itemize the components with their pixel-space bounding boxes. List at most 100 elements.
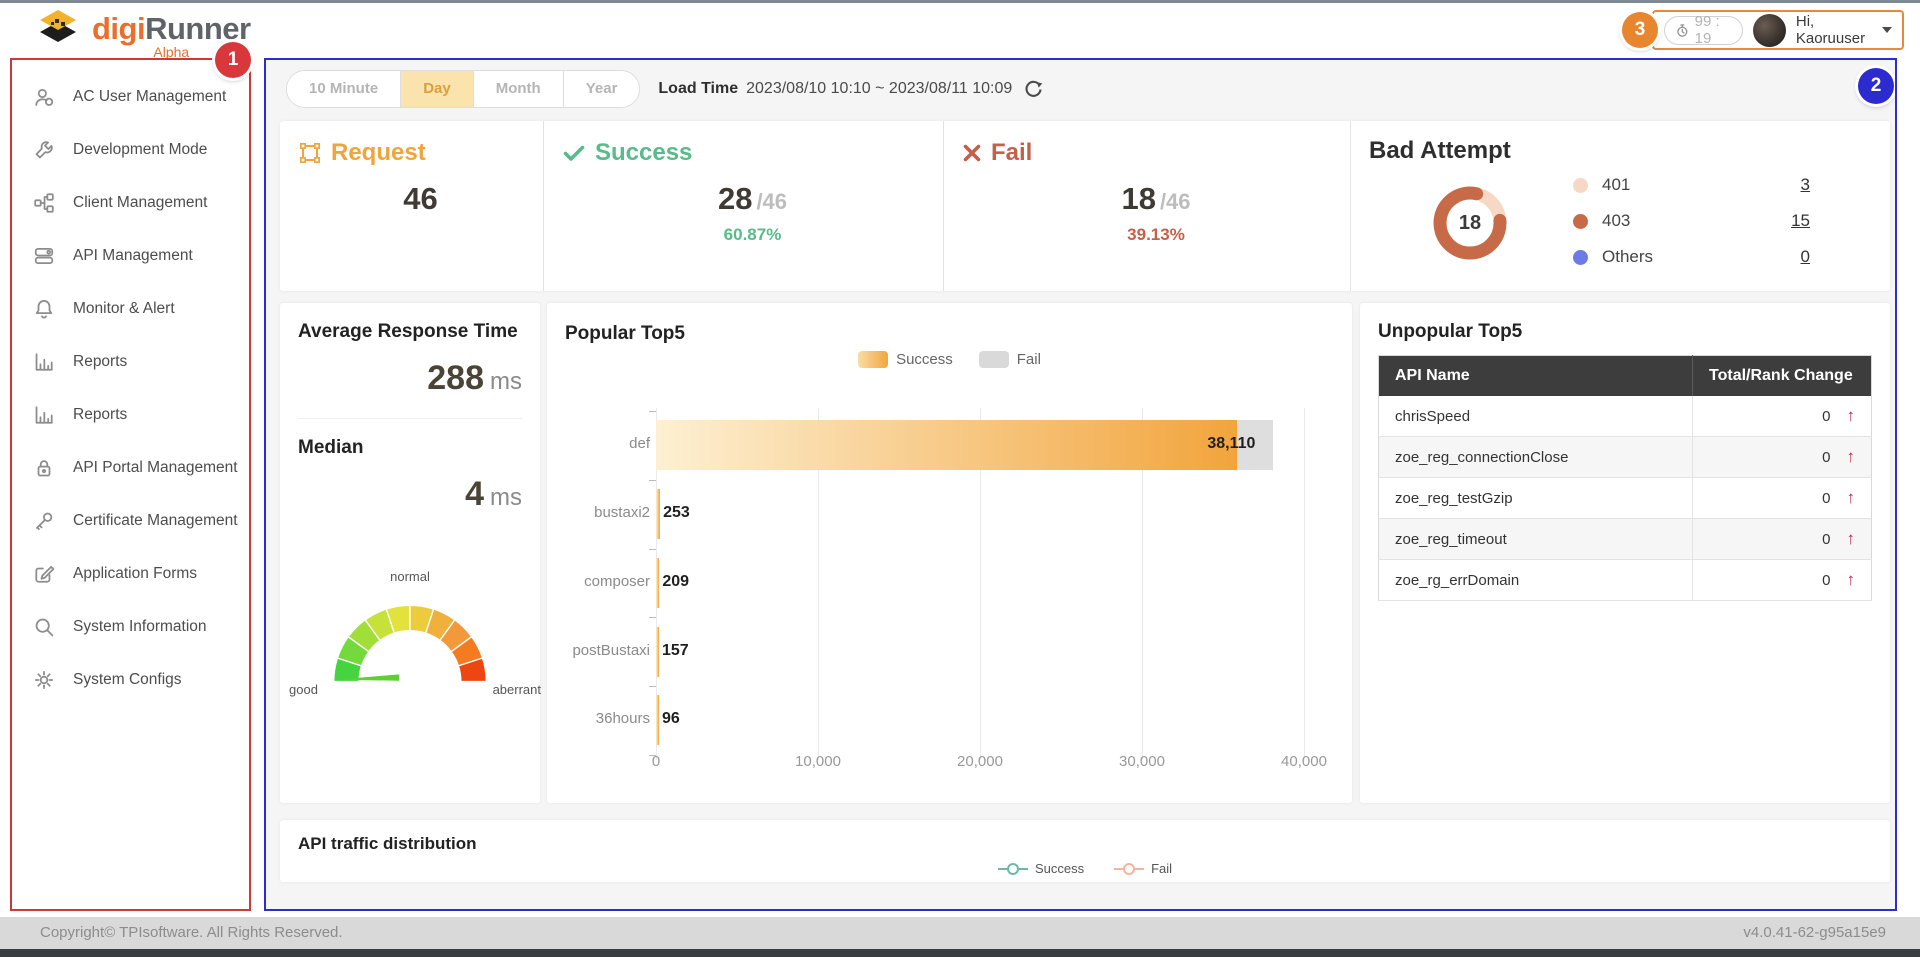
rank-change-cell: 0 ↑ <box>1692 436 1872 478</box>
api-name-cell: zoe_reg_timeout <box>1378 518 1693 560</box>
x-axis-tick: 40,000 <box>1281 753 1327 770</box>
sidebar-item-api-portal-management[interactable]: API Portal Management <box>12 441 249 494</box>
api-name-cell: zoe_reg_testGzip <box>1378 477 1693 519</box>
sidebar-item-development-mode[interactable]: Development Mode <box>12 123 249 176</box>
bad-attempt-legend-row: 401 3 <box>1573 167 1810 203</box>
user-menu[interactable]: 99 : 19 Hi, Kaoruuser <box>1652 10 1904 50</box>
popular-bar-chart: 0 10,000 20,000 30,000 40,000 def 38,110 bustax… <box>547 303 1352 803</box>
stat-success: Success 28/46 60.87% <box>544 121 944 291</box>
time-range-tabs: 10 Minute Day Month Year <box>286 70 641 108</box>
legend-dot-icon <box>1573 249 1588 265</box>
sidebar-item-label: System Information <box>73 617 207 635</box>
bar-category-label: composer <box>584 572 650 590</box>
footer: Copyright© TPIsoftware. All Rights Reser… <box>0 917 1920 949</box>
api-name-cell: chrisSpeed <box>1378 396 1693 437</box>
rank-value: 0 <box>1822 408 1831 425</box>
gauge-label-normal: normal <box>390 569 430 584</box>
response-time-card: Average Response Time 288 ms Median 4 ms n… <box>280 303 541 803</box>
gridline <box>818 408 819 760</box>
bar-success <box>656 420 1237 471</box>
sidebar-item-reports[interactable]: Reports <box>12 335 249 388</box>
annotation-badge-2: 2 <box>1858 68 1894 104</box>
annotation-badge-1: 1 <box>215 42 251 78</box>
sidebar-item-label: Application Forms <box>73 564 198 582</box>
legend-label: Success <box>896 351 953 368</box>
sidebar-item-client-management[interactable]: Client Management <box>12 176 249 229</box>
fail-percent: 39.13% <box>1127 225 1185 244</box>
chevron-down-icon[interactable] <box>1882 27 1892 33</box>
avg-response-unit: ms <box>490 368 522 395</box>
sidebar-item-certificate-management[interactable]: Certificate Management <box>12 494 249 547</box>
bar-category-label: postBustaxi <box>572 641 650 659</box>
gauge-label-aberrant: aberrant <box>492 682 541 697</box>
unpopular-top5-title: Unpopular Top5 <box>1378 321 1523 342</box>
tab-year[interactable]: Year <box>562 71 640 107</box>
bar-value-label: 157 <box>662 641 689 659</box>
x-axis-tick: 30,000 <box>1119 753 1165 770</box>
y-axis-tick <box>649 411 656 412</box>
rank-up-icon: ↑ <box>1846 488 1856 507</box>
rank-up-icon: ↑ <box>1846 529 1856 548</box>
api-name-cell: zoe_rg_errDomain <box>1378 559 1693 601</box>
logo: digiRunner Alpha <box>34 7 251 59</box>
refresh-icon[interactable] <box>1024 80 1043 99</box>
sidebar-item-label: System Configs <box>73 670 182 688</box>
sidebar-item-system-configs[interactable]: System Configs <box>12 653 249 706</box>
api-traffic-title: API traffic distribution <box>298 834 477 853</box>
wrench-icon <box>32 138 56 162</box>
main-content: 2 10 Minute Day Month Year Load Time 2023/0… <box>264 58 1897 911</box>
top-strip <box>0 0 1920 3</box>
tab-month[interactable]: Month <box>472 71 563 107</box>
legend-value-link[interactable]: 15 <box>1791 211 1810 230</box>
legend-label: Others <box>1602 247 1654 266</box>
legend-swatch-icon <box>978 351 1009 368</box>
app-header: digiRunner Alpha 99 : 19 Hi, Kaoruuser 3 <box>0 3 1920 59</box>
avatar[interactable] <box>1752 13 1786 47</box>
table-row: zoe_reg_connectionClose 0 ↑ <box>1378 436 1872 478</box>
line-marker-icon <box>997 862 1028 875</box>
brand-alpha: Alpha <box>153 44 190 60</box>
donut-center-total: 18 <box>1458 211 1482 234</box>
legend-value-link[interactable]: 3 <box>1800 175 1810 194</box>
sidebar-item-monitor-alert[interactable]: Monitor & Alert <box>12 282 249 335</box>
traffic-legend-item: Fail <box>1114 861 1172 876</box>
sidebar-item-ac-user-management[interactable]: AC User Management <box>12 70 249 123</box>
bell-icon <box>32 297 56 321</box>
sidebar-item-application-forms[interactable]: Application Forms <box>12 547 249 600</box>
search-icon <box>32 615 56 639</box>
rank-value: 0 <box>1822 572 1831 589</box>
popular-legend-item: Fail <box>978 351 1041 368</box>
sidebar-item-label: Reports <box>73 352 128 370</box>
legend-value-link[interactable]: 0 <box>1800 247 1810 266</box>
tab-10-minute[interactable]: 10 Minute <box>287 71 401 107</box>
sidebar-item-label: Monitor & Alert <box>73 299 175 317</box>
bad-attempt-donut-chart: 18 <box>1427 180 1513 266</box>
median-title: Median <box>298 437 364 458</box>
median-value: 4 <box>465 475 484 513</box>
gauge-label-good: good <box>289 682 318 697</box>
unpopular-top5-card: Unpopular Top5 API Name Total/Rank Chang… <box>1360 303 1890 803</box>
api-traffic-card: API traffic distribution Success Fail <box>280 820 1890 882</box>
request-label: Request <box>331 139 426 166</box>
legend-label: 403 <box>1602 211 1631 230</box>
copyright-text: Copyright© TPIsoftware. All Rights Reser… <box>40 924 343 941</box>
fail-total: /46 <box>1159 189 1191 214</box>
sidebar-item-system-information[interactable]: System Information <box>12 600 249 653</box>
sidebar-item-api-management[interactable]: API Management <box>12 229 249 282</box>
popular-legend-item: Success <box>858 351 953 368</box>
sidebar-item-label: API Portal Management <box>73 458 238 476</box>
sidebar-item-label: API Management <box>73 246 193 264</box>
bad-attempt-title: Bad Attempt <box>1369 137 1511 164</box>
gear-icon <box>32 668 56 692</box>
gridline <box>1304 408 1305 760</box>
request-value: 46 <box>403 181 438 216</box>
sidebar-item-reports-2[interactable]: Reports <box>12 388 249 441</box>
stat-bad-attempt: Bad Attempt 18 401 3 403 15 Others 0 <box>1351 121 1890 291</box>
session-timer[interactable]: 99 : 19 <box>1664 13 1743 47</box>
sidebar-item-label: AC User Management <box>73 87 227 105</box>
tab-day[interactable]: Day <box>400 71 473 107</box>
chart-icon <box>32 350 56 374</box>
bottom-strip <box>0 949 1920 957</box>
bad-attempt-legend: 401 3 403 15 Others 0 <box>1573 167 1810 275</box>
